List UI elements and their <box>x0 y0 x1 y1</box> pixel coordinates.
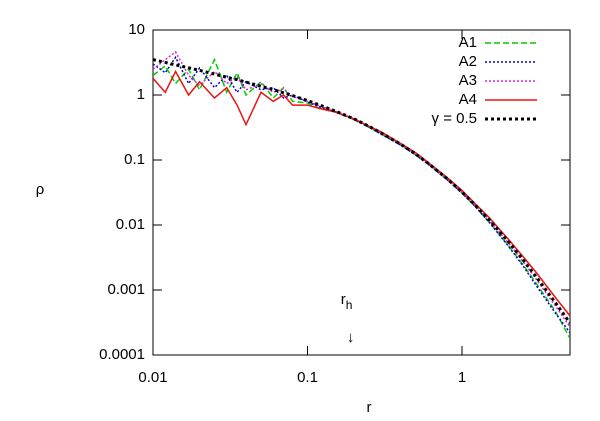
x-tick-label: 0.01 <box>138 369 167 386</box>
y-tick-label: 0.0001 <box>99 346 145 363</box>
y-tick-label: 10 <box>128 21 145 38</box>
legend-label: A3 <box>459 72 477 89</box>
series-line <box>153 55 570 334</box>
legend-label: A1 <box>459 34 477 51</box>
annotation-subscript: h <box>346 298 353 312</box>
annotation: rh <box>341 291 353 312</box>
legend-label: A2 <box>459 53 477 70</box>
series-line <box>153 50 570 328</box>
y-tick-label: 0.01 <box>116 216 145 233</box>
annotation-text: r <box>341 291 346 308</box>
plot-frame <box>152 29 571 356</box>
x-axis-label: r <box>367 399 372 416</box>
x-tick-label: 1 <box>458 369 466 386</box>
y-tick-label: 0.001 <box>107 281 145 298</box>
series-line <box>153 58 570 324</box>
series-line <box>153 57 570 339</box>
x-tick-label: 0.1 <box>297 369 318 386</box>
annotation-arrow: ↓ <box>347 329 355 346</box>
y-axis-label: ρ <box>36 181 45 198</box>
legend-label: γ = 0.5 <box>432 110 477 127</box>
legend-label: A4 <box>459 91 477 108</box>
y-tick-label: 1 <box>137 86 145 103</box>
y-tick-label: 0.1 <box>124 151 145 168</box>
series-line <box>153 69 570 317</box>
